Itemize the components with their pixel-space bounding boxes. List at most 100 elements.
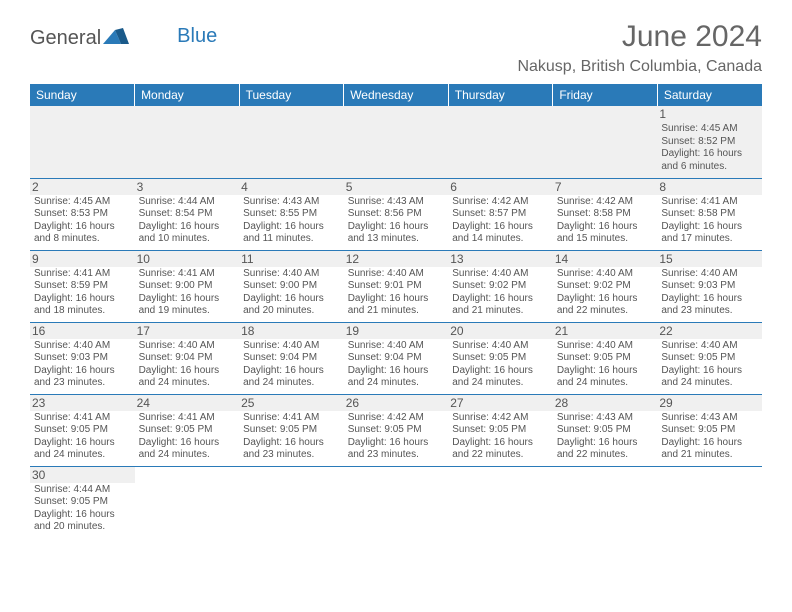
day-number: 1 bbox=[657, 106, 762, 122]
day-number: 21 bbox=[553, 323, 658, 339]
day-cell: 26Sunrise: 4:42 AMSunset: 9:05 PMDayligh… bbox=[344, 394, 449, 466]
day-cell: 4Sunrise: 4:43 AMSunset: 8:55 PMDaylight… bbox=[239, 178, 344, 250]
day-details: Sunrise: 4:40 AMSunset: 9:04 PMDaylight:… bbox=[139, 340, 236, 390]
logo-text-general: General bbox=[30, 27, 101, 50]
day-cell: 21Sunrise: 4:40 AMSunset: 9:05 PMDayligh… bbox=[553, 322, 658, 394]
day-details: Sunrise: 4:43 AMSunset: 8:55 PMDaylight:… bbox=[243, 196, 340, 246]
weekday-header: Wednesday bbox=[344, 84, 449, 106]
empty-cell bbox=[135, 106, 240, 178]
day-cell: 18Sunrise: 4:40 AMSunset: 9:04 PMDayligh… bbox=[239, 322, 344, 394]
day-cell: 1Sunrise: 4:45 AMSunset: 8:52 PMDaylight… bbox=[657, 106, 762, 178]
day-number: 28 bbox=[553, 395, 658, 411]
location: Nakusp, British Columbia, Canada bbox=[517, 58, 762, 76]
empty-cell bbox=[239, 106, 344, 178]
weekday-header: Monday bbox=[135, 84, 240, 106]
day-cell: 14Sunrise: 4:40 AMSunset: 9:02 PMDayligh… bbox=[553, 250, 658, 322]
day-number: 2 bbox=[30, 179, 135, 195]
day-cell: 3Sunrise: 4:44 AMSunset: 8:54 PMDaylight… bbox=[135, 178, 240, 250]
day-cell: 28Sunrise: 4:43 AMSunset: 9:05 PMDayligh… bbox=[553, 394, 658, 466]
empty-cell bbox=[448, 466, 553, 538]
empty-cell bbox=[30, 106, 135, 178]
day-cell: 7Sunrise: 4:42 AMSunset: 8:58 PMDaylight… bbox=[553, 178, 658, 250]
day-number: 18 bbox=[239, 323, 344, 339]
day-number: 27 bbox=[448, 395, 553, 411]
day-cell: 17Sunrise: 4:40 AMSunset: 9:04 PMDayligh… bbox=[135, 322, 240, 394]
weekday-header: Sunday bbox=[30, 84, 135, 106]
day-cell: 27Sunrise: 4:42 AMSunset: 9:05 PMDayligh… bbox=[448, 394, 553, 466]
day-cell: 16Sunrise: 4:40 AMSunset: 9:03 PMDayligh… bbox=[30, 322, 135, 394]
day-details: Sunrise: 4:42 AMSunset: 9:05 PMDaylight:… bbox=[348, 412, 445, 462]
day-cell: 8Sunrise: 4:41 AMSunset: 8:58 PMDaylight… bbox=[657, 178, 762, 250]
day-number: 19 bbox=[344, 323, 449, 339]
weekday-header: Friday bbox=[553, 84, 658, 106]
weekday-header-row: Sunday Monday Tuesday Wednesday Thursday… bbox=[30, 84, 762, 106]
day-cell: 6Sunrise: 4:42 AMSunset: 8:57 PMDaylight… bbox=[448, 178, 553, 250]
day-cell: 2Sunrise: 4:45 AMSunset: 8:53 PMDaylight… bbox=[30, 178, 135, 250]
weekday-header: Thursday bbox=[448, 84, 553, 106]
day-details: Sunrise: 4:43 AMSunset: 9:05 PMDaylight:… bbox=[557, 412, 654, 462]
empty-cell bbox=[344, 106, 449, 178]
day-details: Sunrise: 4:41 AMSunset: 8:58 PMDaylight:… bbox=[661, 196, 758, 246]
day-cell: 19Sunrise: 4:40 AMSunset: 9:04 PMDayligh… bbox=[344, 322, 449, 394]
empty-cell bbox=[553, 106, 658, 178]
day-number: 14 bbox=[553, 251, 658, 267]
day-details: Sunrise: 4:43 AMSunset: 8:56 PMDaylight:… bbox=[348, 196, 445, 246]
day-number: 11 bbox=[239, 251, 344, 267]
day-number: 8 bbox=[657, 179, 762, 195]
day-details: Sunrise: 4:40 AMSunset: 9:00 PMDaylight:… bbox=[243, 268, 340, 318]
day-details: Sunrise: 4:40 AMSunset: 9:01 PMDaylight:… bbox=[348, 268, 445, 318]
day-cell: 13Sunrise: 4:40 AMSunset: 9:02 PMDayligh… bbox=[448, 250, 553, 322]
logo-icon bbox=[103, 26, 129, 50]
day-cell: 30Sunrise: 4:44 AMSunset: 9:05 PMDayligh… bbox=[30, 466, 135, 538]
day-number: 12 bbox=[344, 251, 449, 267]
day-number: 3 bbox=[135, 179, 240, 195]
day-number: 24 bbox=[135, 395, 240, 411]
day-cell: 20Sunrise: 4:40 AMSunset: 9:05 PMDayligh… bbox=[448, 322, 553, 394]
day-details: Sunrise: 4:40 AMSunset: 9:05 PMDaylight:… bbox=[452, 340, 549, 390]
day-details: Sunrise: 4:44 AMSunset: 8:54 PMDaylight:… bbox=[139, 196, 236, 246]
day-details: Sunrise: 4:41 AMSunset: 9:05 PMDaylight:… bbox=[139, 412, 236, 462]
day-details: Sunrise: 4:45 AMSunset: 8:53 PMDaylight:… bbox=[34, 196, 131, 246]
day-number: 13 bbox=[448, 251, 553, 267]
day-number: 5 bbox=[344, 179, 449, 195]
empty-cell bbox=[239, 466, 344, 538]
day-number: 15 bbox=[657, 251, 762, 267]
day-cell: 23Sunrise: 4:41 AMSunset: 9:05 PMDayligh… bbox=[30, 394, 135, 466]
day-details: Sunrise: 4:40 AMSunset: 9:03 PMDaylight:… bbox=[34, 340, 131, 390]
day-cell: 22Sunrise: 4:40 AMSunset: 9:05 PMDayligh… bbox=[657, 322, 762, 394]
day-cell: 24Sunrise: 4:41 AMSunset: 9:05 PMDayligh… bbox=[135, 394, 240, 466]
empty-cell bbox=[135, 466, 240, 538]
header: General Blue June 2024 Nakusp, British C… bbox=[30, 20, 762, 76]
day-number: 30 bbox=[30, 467, 135, 483]
day-cell: 15Sunrise: 4:40 AMSunset: 9:03 PMDayligh… bbox=[657, 250, 762, 322]
day-details: Sunrise: 4:40 AMSunset: 9:04 PMDaylight:… bbox=[348, 340, 445, 390]
day-cell: 11Sunrise: 4:40 AMSunset: 9:00 PMDayligh… bbox=[239, 250, 344, 322]
empty-cell bbox=[448, 106, 553, 178]
empty-cell bbox=[344, 466, 449, 538]
day-details: Sunrise: 4:41 AMSunset: 9:00 PMDaylight:… bbox=[139, 268, 236, 318]
day-number: 6 bbox=[448, 179, 553, 195]
day-cell: 12Sunrise: 4:40 AMSunset: 9:01 PMDayligh… bbox=[344, 250, 449, 322]
day-number: 29 bbox=[657, 395, 762, 411]
month-title: June 2024 bbox=[517, 20, 762, 54]
day-number: 23 bbox=[30, 395, 135, 411]
empty-cell bbox=[657, 466, 762, 538]
logo: General Blue bbox=[30, 26, 217, 50]
day-details: Sunrise: 4:42 AMSunset: 8:58 PMDaylight:… bbox=[557, 196, 654, 246]
day-details: Sunrise: 4:42 AMSunset: 9:05 PMDaylight:… bbox=[452, 412, 549, 462]
day-details: Sunrise: 4:41 AMSunset: 9:05 PMDaylight:… bbox=[243, 412, 340, 462]
day-details: Sunrise: 4:42 AMSunset: 8:57 PMDaylight:… bbox=[452, 196, 549, 246]
day-details: Sunrise: 4:40 AMSunset: 9:03 PMDaylight:… bbox=[661, 268, 758, 318]
day-number: 22 bbox=[657, 323, 762, 339]
day-cell: 25Sunrise: 4:41 AMSunset: 9:05 PMDayligh… bbox=[239, 394, 344, 466]
day-number: 7 bbox=[553, 179, 658, 195]
day-number: 16 bbox=[30, 323, 135, 339]
day-number: 25 bbox=[239, 395, 344, 411]
day-number: 4 bbox=[239, 179, 344, 195]
day-details: Sunrise: 4:43 AMSunset: 9:05 PMDaylight:… bbox=[661, 412, 758, 462]
day-cell: 10Sunrise: 4:41 AMSunset: 9:00 PMDayligh… bbox=[135, 250, 240, 322]
day-cell: 29Sunrise: 4:43 AMSunset: 9:05 PMDayligh… bbox=[657, 394, 762, 466]
logo-text-blue: Blue bbox=[177, 25, 217, 48]
day-number: 20 bbox=[448, 323, 553, 339]
day-details: Sunrise: 4:40 AMSunset: 9:04 PMDaylight:… bbox=[243, 340, 340, 390]
